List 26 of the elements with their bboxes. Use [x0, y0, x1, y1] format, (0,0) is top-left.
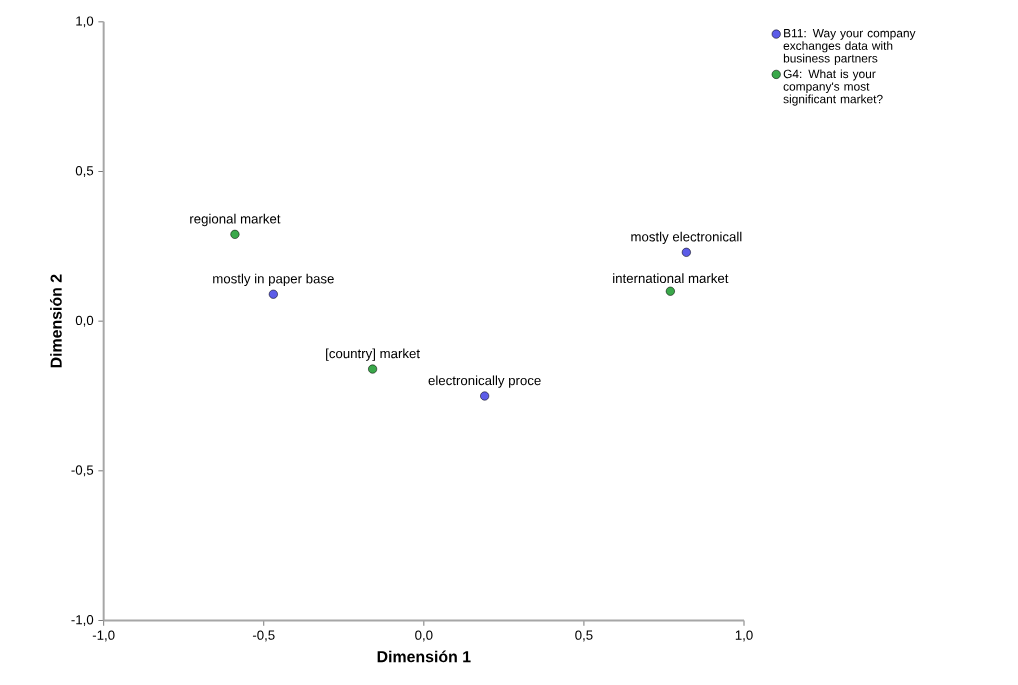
x-tick-label: 0,5: [575, 630, 593, 642]
legend-label: B11: Way your company exchanges data with business partners: [783, 29, 916, 65]
y-tick-label: -1,0: [71, 615, 94, 626]
y-tick-label: -0,5: [71, 465, 94, 477]
annotation: regional market: [190, 213, 281, 227]
y-axis-title: Dimensión 2: [49, 274, 62, 368]
x-tick-label: 1,0: [735, 630, 753, 642]
x-tick-label: -0,5: [252, 630, 275, 642]
point: [268, 289, 278, 299]
annotation: electronically proce: [428, 375, 541, 388]
point: [665, 286, 675, 296]
annotation: mostly in paper base: [213, 273, 334, 287]
x-tick-label: 0,0: [415, 630, 433, 642]
x-axis-title: Dimensión 1: [377, 650, 471, 663]
legend-label: G4: What is your company's most significant market?: [783, 69, 883, 106]
annotation: [country] market: [326, 348, 420, 361]
point: [368, 364, 378, 374]
point: [681, 247, 691, 257]
y-tick-label: 1,0: [76, 16, 94, 28]
point: [230, 229, 240, 239]
annotation: mostly electronicall: [631, 231, 742, 245]
y-tick-label: 0,0: [75, 315, 94, 327]
point: [480, 391, 490, 401]
x-tick-label: -1,0: [92, 630, 115, 642]
annotation: international market: [613, 273, 729, 284]
y-tick-label: 0,5: [75, 166, 94, 177]
